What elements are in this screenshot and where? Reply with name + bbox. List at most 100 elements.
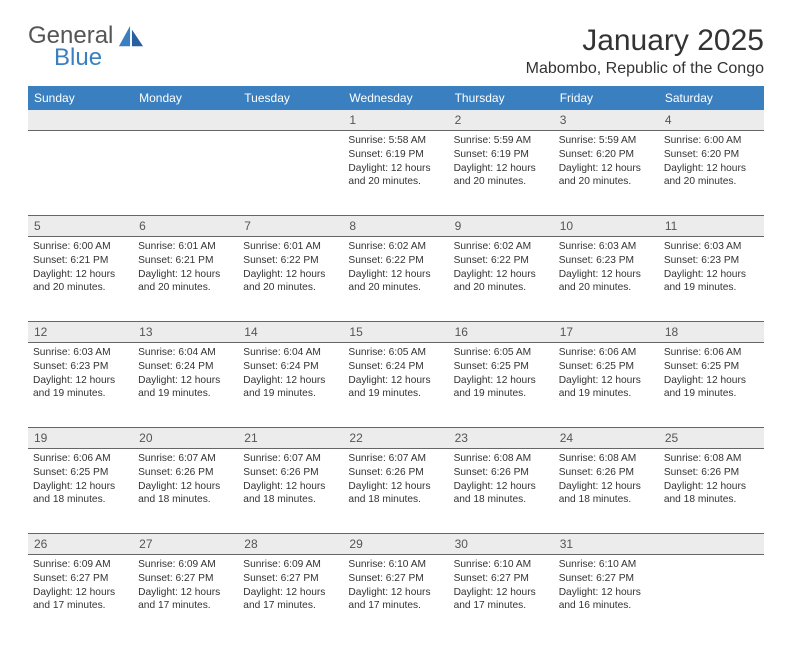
day-number: 25 — [659, 428, 764, 449]
calendar-cell: Sunrise: 6:08 AMSunset: 6:26 PMDaylight:… — [659, 449, 764, 534]
calendar-table: SundayMondayTuesdayWednesdayThursdayFrid… — [28, 86, 764, 640]
cell-content: Sunrise: 6:05 AMSunset: 6:25 PMDaylight:… — [454, 346, 549, 401]
day-number — [28, 110, 133, 131]
calendar-week-row: Sunrise: 5:58 AMSunset: 6:19 PMDaylight:… — [28, 131, 764, 216]
cell-content: Sunrise: 6:05 AMSunset: 6:24 PMDaylight:… — [348, 346, 443, 401]
day-number: 13 — [133, 322, 238, 343]
day-number: 27 — [133, 534, 238, 555]
calendar-cell: Sunrise: 6:00 AMSunset: 6:21 PMDaylight:… — [28, 237, 133, 322]
calendar-cell: Sunrise: 6:09 AMSunset: 6:27 PMDaylight:… — [238, 555, 343, 640]
cell-content: Sunrise: 5:59 AMSunset: 6:19 PMDaylight:… — [454, 134, 549, 189]
calendar-cell: Sunrise: 5:58 AMSunset: 6:19 PMDaylight:… — [343, 131, 448, 216]
calendar-cell: Sunrise: 6:07 AMSunset: 6:26 PMDaylight:… — [133, 449, 238, 534]
calendar-week-row: Sunrise: 6:00 AMSunset: 6:21 PMDaylight:… — [28, 237, 764, 322]
brand-sail-icon — [117, 24, 145, 50]
calendar-cell: Sunrise: 6:10 AMSunset: 6:27 PMDaylight:… — [554, 555, 659, 640]
day-number: 20 — [133, 428, 238, 449]
calendar-cell: Sunrise: 6:07 AMSunset: 6:26 PMDaylight:… — [238, 449, 343, 534]
cell-content: Sunrise: 6:04 AMSunset: 6:24 PMDaylight:… — [243, 346, 338, 401]
calendar-cell: Sunrise: 6:02 AMSunset: 6:22 PMDaylight:… — [343, 237, 448, 322]
brand-text: General Blue — [28, 24, 113, 70]
cell-content: Sunrise: 6:00 AMSunset: 6:20 PMDaylight:… — [664, 134, 759, 189]
day-number: 15 — [343, 322, 448, 343]
calendar-cell: Sunrise: 6:03 AMSunset: 6:23 PMDaylight:… — [28, 343, 133, 428]
cell-content: Sunrise: 6:07 AMSunset: 6:26 PMDaylight:… — [243, 452, 338, 507]
day-number: 4 — [659, 110, 764, 131]
cell-content: Sunrise: 6:07 AMSunset: 6:26 PMDaylight:… — [348, 452, 443, 507]
cell-content: Sunrise: 6:10 AMSunset: 6:27 PMDaylight:… — [559, 558, 654, 613]
weekday-header: Monday — [133, 86, 238, 110]
calendar-week-row: Sunrise: 6:03 AMSunset: 6:23 PMDaylight:… — [28, 343, 764, 428]
daynum-row: 262728293031 — [28, 534, 764, 555]
calendar-cell: Sunrise: 5:59 AMSunset: 6:20 PMDaylight:… — [554, 131, 659, 216]
day-number: 21 — [238, 428, 343, 449]
day-number: 31 — [554, 534, 659, 555]
day-number: 17 — [554, 322, 659, 343]
calendar-week-row: Sunrise: 6:09 AMSunset: 6:27 PMDaylight:… — [28, 555, 764, 640]
day-number — [238, 110, 343, 131]
day-number: 3 — [554, 110, 659, 131]
day-number: 16 — [449, 322, 554, 343]
calendar-cell: Sunrise: 6:05 AMSunset: 6:25 PMDaylight:… — [449, 343, 554, 428]
calendar-week-row: Sunrise: 6:06 AMSunset: 6:25 PMDaylight:… — [28, 449, 764, 534]
daynum-row: 1234 — [28, 110, 764, 131]
cell-content: Sunrise: 6:07 AMSunset: 6:26 PMDaylight:… — [138, 452, 233, 507]
day-number: 30 — [449, 534, 554, 555]
calendar-cell: Sunrise: 6:07 AMSunset: 6:26 PMDaylight:… — [343, 449, 448, 534]
daynum-row: 567891011 — [28, 216, 764, 237]
day-number — [659, 534, 764, 555]
cell-content: Sunrise: 6:09 AMSunset: 6:27 PMDaylight:… — [243, 558, 338, 613]
calendar-cell: Sunrise: 6:09 AMSunset: 6:27 PMDaylight:… — [133, 555, 238, 640]
month-title: January 2025 — [526, 24, 764, 58]
title-block: January 2025 Mabombo, Republic of the Co… — [526, 24, 764, 78]
weekday-header: Tuesday — [238, 86, 343, 110]
calendar-page: General Blue January 2025 Mabombo, Repub… — [0, 0, 792, 650]
daynum-row: 19202122232425 — [28, 428, 764, 449]
brand-logo: General Blue — [28, 24, 145, 70]
calendar-cell: Sunrise: 6:03 AMSunset: 6:23 PMDaylight:… — [659, 237, 764, 322]
day-number — [133, 110, 238, 131]
day-number: 14 — [238, 322, 343, 343]
cell-content: Sunrise: 6:06 AMSunset: 6:25 PMDaylight:… — [33, 452, 128, 507]
day-number: 23 — [449, 428, 554, 449]
weekday-header: Wednesday — [343, 86, 448, 110]
calendar-cell: Sunrise: 6:03 AMSunset: 6:23 PMDaylight:… — [554, 237, 659, 322]
day-number: 8 — [343, 216, 448, 237]
weekday-header: Thursday — [449, 86, 554, 110]
day-number: 2 — [449, 110, 554, 131]
cell-content: Sunrise: 6:01 AMSunset: 6:22 PMDaylight:… — [243, 240, 338, 295]
calendar-cell: Sunrise: 6:06 AMSunset: 6:25 PMDaylight:… — [554, 343, 659, 428]
brand-line2: Blue — [54, 46, 113, 70]
day-number: 11 — [659, 216, 764, 237]
calendar-header-row: SundayMondayTuesdayWednesdayThursdayFrid… — [28, 86, 764, 110]
cell-content: Sunrise: 6:02 AMSunset: 6:22 PMDaylight:… — [454, 240, 549, 295]
location-label: Mabombo, Republic of the Congo — [526, 60, 764, 78]
day-number: 19 — [28, 428, 133, 449]
calendar-cell: Sunrise: 6:09 AMSunset: 6:27 PMDaylight:… — [28, 555, 133, 640]
calendar-cell: Sunrise: 5:59 AMSunset: 6:19 PMDaylight:… — [449, 131, 554, 216]
weekday-header: Friday — [554, 86, 659, 110]
calendar-cell: Sunrise: 6:02 AMSunset: 6:22 PMDaylight:… — [449, 237, 554, 322]
calendar-cell: Sunrise: 6:04 AMSunset: 6:24 PMDaylight:… — [133, 343, 238, 428]
cell-content: Sunrise: 6:08 AMSunset: 6:26 PMDaylight:… — [559, 452, 654, 507]
calendar-cell: Sunrise: 6:06 AMSunset: 6:25 PMDaylight:… — [28, 449, 133, 534]
cell-content: Sunrise: 6:03 AMSunset: 6:23 PMDaylight:… — [33, 346, 128, 401]
cell-content: Sunrise: 5:59 AMSunset: 6:20 PMDaylight:… — [559, 134, 654, 189]
daynum-row: 12131415161718 — [28, 322, 764, 343]
cell-content: Sunrise: 6:06 AMSunset: 6:25 PMDaylight:… — [664, 346, 759, 401]
cell-content: Sunrise: 6:10 AMSunset: 6:27 PMDaylight:… — [454, 558, 549, 613]
calendar-cell: Sunrise: 6:01 AMSunset: 6:21 PMDaylight:… — [133, 237, 238, 322]
calendar-cell: Sunrise: 6:04 AMSunset: 6:24 PMDaylight:… — [238, 343, 343, 428]
calendar-cell — [659, 555, 764, 640]
day-number: 10 — [554, 216, 659, 237]
cell-content: Sunrise: 6:09 AMSunset: 6:27 PMDaylight:… — [33, 558, 128, 613]
cell-content: Sunrise: 6:08 AMSunset: 6:26 PMDaylight:… — [454, 452, 549, 507]
calendar-cell: Sunrise: 6:06 AMSunset: 6:25 PMDaylight:… — [659, 343, 764, 428]
cell-content: Sunrise: 6:10 AMSunset: 6:27 PMDaylight:… — [348, 558, 443, 613]
cell-content: Sunrise: 5:58 AMSunset: 6:19 PMDaylight:… — [348, 134, 443, 189]
calendar-cell — [133, 131, 238, 216]
calendar-cell: Sunrise: 6:00 AMSunset: 6:20 PMDaylight:… — [659, 131, 764, 216]
cell-content: Sunrise: 6:04 AMSunset: 6:24 PMDaylight:… — [138, 346, 233, 401]
calendar-cell — [28, 131, 133, 216]
day-number: 18 — [659, 322, 764, 343]
